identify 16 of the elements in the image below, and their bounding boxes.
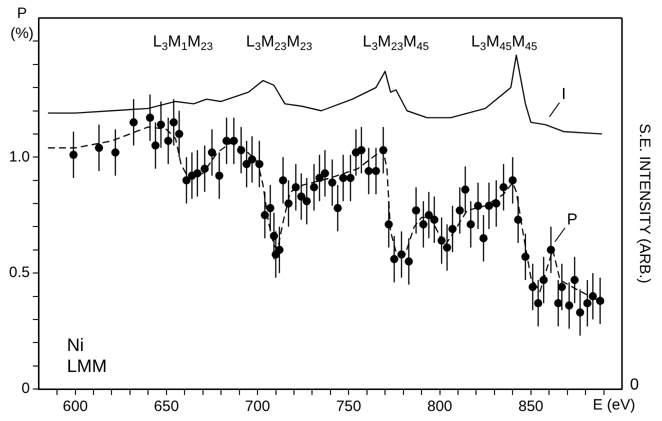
x-tick-label: 650 bbox=[154, 398, 179, 416]
series-label: P bbox=[566, 211, 578, 228]
series-label: I bbox=[561, 86, 566, 104]
text: 0 bbox=[630, 376, 639, 394]
x-tick-label: 850 bbox=[518, 398, 544, 416]
x-tick-label: 750 bbox=[336, 398, 362, 416]
y-tick-label: 1.0 bbox=[8, 148, 30, 166]
x-axis-title: E (eV) bbox=[592, 396, 636, 414]
annotation: Ni LMM bbox=[66, 334, 107, 376]
y2-axis-title: S.E. INTENSITY (ARB.) bbox=[636, 124, 653, 284]
y-tick-label: 0 bbox=[22, 380, 30, 398]
x-tick-label: 600 bbox=[62, 398, 88, 416]
x-tick-label: 800 bbox=[427, 398, 452, 416]
y-axis-title: P (%) bbox=[10, 5, 34, 42]
y-tick-label: 0.5 bbox=[8, 264, 30, 282]
x-tick-label: 700 bbox=[245, 398, 270, 416]
